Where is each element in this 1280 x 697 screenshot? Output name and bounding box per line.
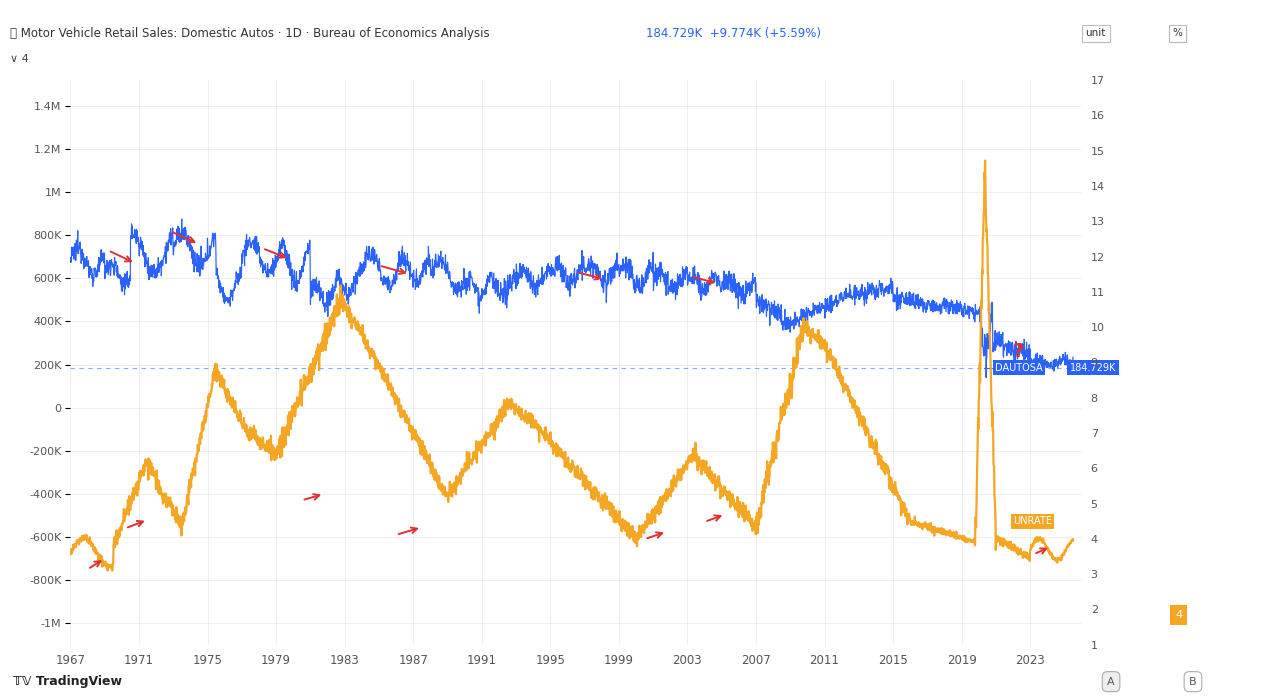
Text: unit: unit	[1085, 29, 1106, 38]
Text: 184.729K: 184.729K	[1070, 363, 1116, 373]
Text: 4: 4	[1175, 610, 1183, 620]
Text: UNRATE: UNRATE	[1012, 516, 1052, 526]
Text: 184.729K  +9.774K (+5.59%): 184.729K +9.774K (+5.59%)	[646, 27, 822, 40]
Text: DAUTOSA: DAUTOSA	[995, 363, 1043, 373]
Text: ∨ 4: ∨ 4	[10, 54, 29, 64]
Text: Ⓢ Motor Vehicle Retail Sales: Domestic Autos · 1D · Bureau of Economics Analysis: Ⓢ Motor Vehicle Retail Sales: Domestic A…	[10, 27, 490, 40]
Text: A: A	[1107, 677, 1115, 687]
Text: B: B	[1189, 677, 1197, 687]
Text: %: %	[1172, 29, 1183, 38]
Text: ?: ?	[1012, 342, 1024, 361]
Text: 𝕋𝕍 TradingView: 𝕋𝕍 TradingView	[13, 675, 122, 688]
